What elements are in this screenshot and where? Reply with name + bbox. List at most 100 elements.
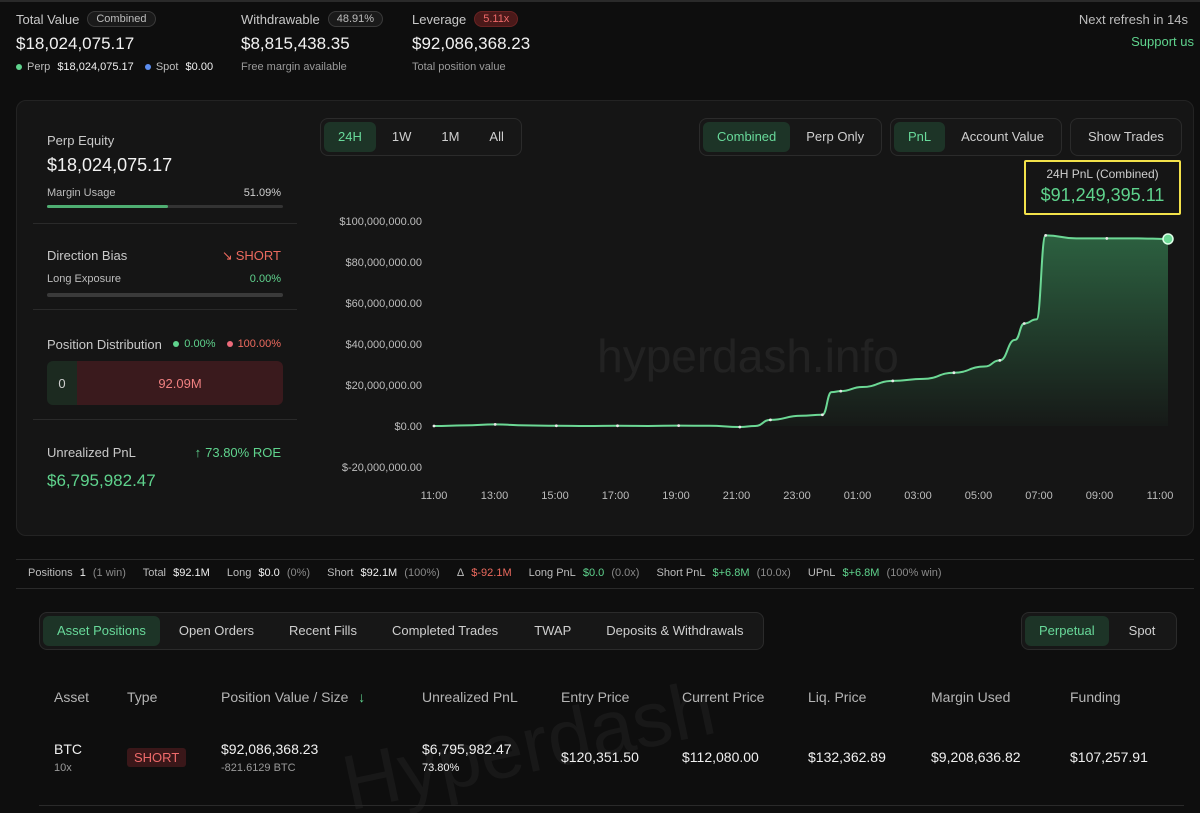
withdrawable-block: Withdrawable 48.91% $8,815,438.35 Free m… (241, 11, 384, 73)
show-trades-button[interactable]: Show Trades (1088, 129, 1164, 144)
mode-combined[interactable]: Combined (703, 122, 791, 152)
col-liq-price[interactable]: Liq. Price (808, 689, 867, 705)
support-link[interactable]: Support us (1131, 34, 1194, 49)
tab-recent-fills[interactable]: Recent Fills (289, 623, 357, 638)
margin-usage-value: 51.09% (243, 187, 281, 199)
metric-pnl[interactable]: PnL (894, 122, 946, 152)
unrealized-pnl-value: $6,795,982.47 (47, 471, 156, 490)
row-current-price: $112,080.00 (682, 749, 759, 765)
col-funding[interactable]: Funding (1070, 689, 1121, 705)
withdrawable-sub: Free margin available (241, 61, 347, 73)
direction-bias-label: Direction Bias (47, 248, 128, 263)
row-margin-used: $9,208,636.82 (931, 749, 1021, 765)
show-trades-wrap: Show Trades (1070, 118, 1182, 156)
divider (16, 559, 1194, 560)
tab-deposits-withdrawals[interactable]: Deposits & Withdrawals (606, 623, 744, 638)
positions-tabs: Asset Positions Open Orders Recent Fills… (39, 612, 764, 650)
spot-dot-icon (144, 64, 151, 71)
summary-total-label: Total (142, 567, 167, 579)
leverage-amount: $92,086,368.23 (412, 34, 531, 53)
col-asset[interactable]: Asset (54, 689, 90, 705)
summary-shortpnl-label: Short PnL (656, 567, 706, 579)
dist-bar-short: 92.09M (77, 361, 283, 405)
row-entry-price: $120,351.50 (561, 749, 639, 765)
spot-value: $0.00 (185, 61, 214, 73)
tab-perpetual[interactable]: Perpetual (1025, 616, 1109, 646)
perp-equity-value: $18,024,075.17 (47, 155, 173, 175)
leverage-label: Leverage (412, 11, 467, 27)
margin-usage-bar (47, 205, 283, 208)
withdrawable-label: Withdrawable (241, 11, 320, 27)
withdrawable-amount: $8,815,438.35 (241, 34, 350, 53)
perp-equity-label: Perp Equity (47, 133, 115, 148)
refresh-timer: Next refresh in 14s (1078, 12, 1188, 27)
position-distribution-bar: 0 92.09M (47, 361, 283, 405)
summary-delta-value: $-92.1M (471, 567, 512, 579)
row-leverage: 10x (54, 762, 72, 774)
divider (33, 223, 297, 224)
summary-long-value: $0.0 (258, 567, 280, 579)
withdrawable-badge: 48.91% (327, 11, 384, 27)
table-watermark: Hyperdash (335, 662, 723, 813)
total-value-block: Total Value Combined $18,024,075.17 Perp… (16, 11, 213, 73)
col-current-price[interactable]: Current Price (682, 689, 765, 705)
col-entry-price[interactable]: Entry Price (561, 689, 630, 705)
tab-asset-positions[interactable]: Asset Positions (43, 616, 160, 646)
summary-shortpnl-note: (10.0x) (756, 567, 791, 579)
pnl-box-label: 24H PnL (Combined) (1046, 167, 1159, 181)
pnl-box-value: $91,249,395.11 (1040, 185, 1165, 205)
range-24h[interactable]: 24H (324, 122, 376, 152)
row-funding: $107,257.91 (1070, 749, 1148, 765)
spot-label: Spot (155, 61, 179, 73)
margin-usage-label: Margin Usage (47, 187, 116, 199)
col-unrealized-pnl[interactable]: Unrealized PnL (422, 689, 518, 705)
summary-longpnl-note: (0.0x) (611, 567, 640, 579)
row-type-badge: SHORT (127, 748, 187, 767)
margin-usage-fill (47, 205, 168, 208)
summary-longpnl-label: Long PnL (528, 567, 576, 579)
row-upnl-pct: 73.80% (422, 762, 460, 774)
positions-summary: Positions 1 (1 win) Total $92.1M Long $0… (28, 567, 946, 579)
arrow-up-icon: ↑ (194, 445, 202, 460)
summary-long-label: Long (226, 567, 252, 579)
mode-perp-only[interactable]: Perp Only (806, 129, 865, 144)
row-upnl: $6,795,982.47 (422, 741, 512, 757)
long-exposure-value: 0.00% (249, 273, 281, 285)
summary-shortpnl-value: $+6.8M (712, 567, 750, 579)
summary-upnl-value: $+6.8M (842, 567, 880, 579)
range-1w[interactable]: 1W (391, 129, 412, 144)
mode-selector: Combined Perp Only (699, 118, 883, 156)
summary-upnl-note: (100% win) (886, 567, 942, 579)
tab-open-orders[interactable]: Open Orders (178, 623, 255, 638)
dist-short: 100.00% (237, 338, 281, 350)
tab-spot[interactable]: Spot (1128, 623, 1156, 638)
divider (33, 309, 297, 310)
sort-down-icon[interactable]: ↓ (358, 689, 366, 705)
col-type[interactable]: Type (127, 689, 158, 705)
dist-long: 0.00% (184, 338, 216, 350)
col-position-value-wrap[interactable]: Position Value / Size ↓ (221, 689, 365, 705)
tab-completed-trades[interactable]: Completed Trades (391, 623, 499, 638)
direction-bias-value-wrap: ↘ SHORT (222, 248, 281, 264)
total-value-amount: $18,024,075.17 (16, 34, 135, 53)
perp-dot-icon (16, 64, 22, 71)
market-tabs: Perpetual Spot (1021, 612, 1178, 650)
summary-long-note: (0%) (286, 567, 311, 579)
summary-total-value: $92.1M (173, 567, 210, 579)
unrealized-pnl-label: Unrealized PnL (47, 445, 136, 460)
long-exposure-bar (47, 293, 283, 297)
roe-value: 73.80% ROE (205, 445, 281, 460)
roe-value-wrap: ↑ 73.80% ROE (195, 445, 281, 460)
metric-account-value[interactable]: Account Value (961, 129, 1045, 144)
range-selector: 24H 1W 1M All (320, 118, 522, 156)
range-all[interactable]: All (489, 129, 504, 144)
position-distribution-label: Position Distribution (47, 337, 162, 352)
range-1m[interactable]: 1M (441, 129, 460, 144)
short-dot-icon (226, 341, 233, 348)
tab-twap[interactable]: TWAP (534, 623, 572, 638)
col-margin-used[interactable]: Margin Used (931, 689, 1011, 705)
total-value-label: Total Value (16, 11, 80, 27)
leverage-sub: Total position value (412, 61, 506, 73)
overview-panel: Perp Equity $18,024,075.17 Margin Usage … (16, 100, 1194, 536)
summary-short-value: $92.1M (360, 567, 398, 579)
